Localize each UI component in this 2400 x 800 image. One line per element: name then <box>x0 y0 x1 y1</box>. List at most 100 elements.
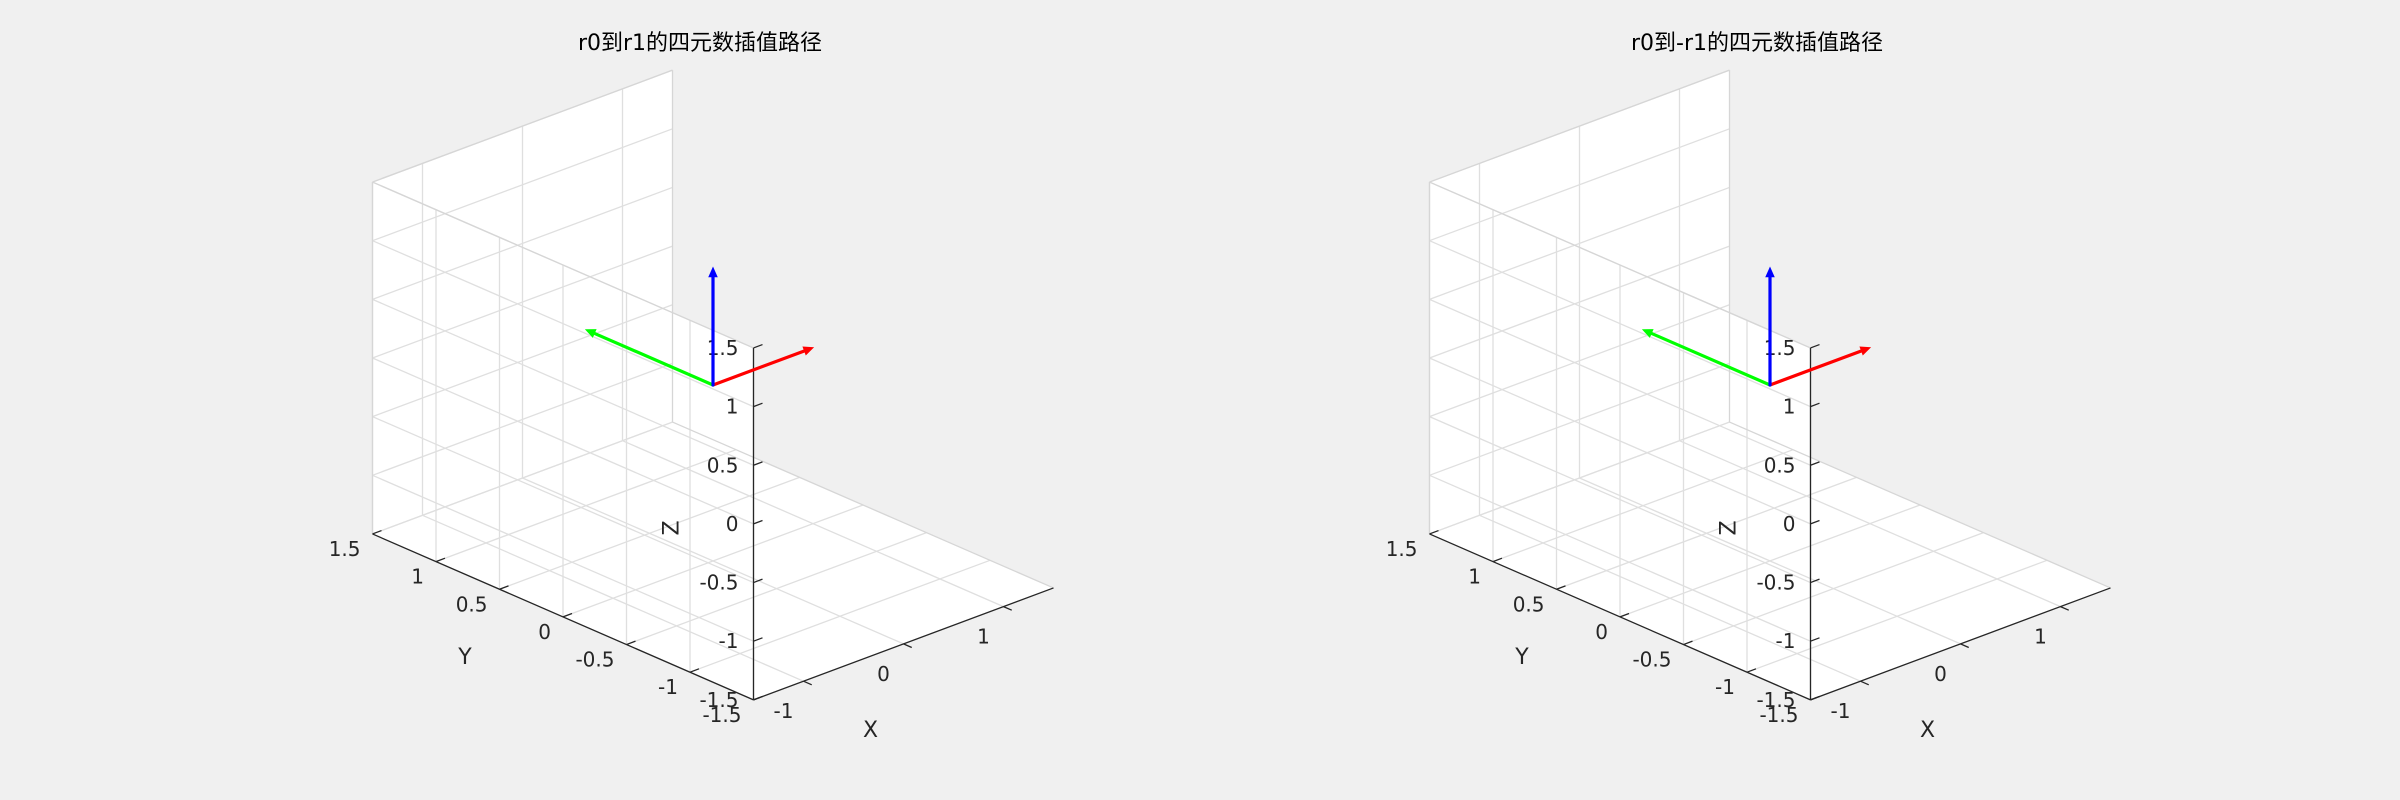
gridline <box>1429 474 1811 642</box>
z-tick-mark <box>1810 637 1820 642</box>
y-tick-mark <box>1746 668 1757 673</box>
gridline <box>1683 532 1984 646</box>
gridline <box>372 416 754 584</box>
y-tick-label: -0.5 <box>575 648 614 672</box>
z-tick-label: -0.5 <box>1756 571 1795 595</box>
y-tick-mark <box>1619 612 1630 618</box>
gridline <box>1556 476 1857 590</box>
y-tick-label: 0.5 <box>456 592 488 616</box>
gridline <box>499 476 800 590</box>
y-tick-label: -1.5 <box>702 703 741 727</box>
y-tick-label: -0.5 <box>1632 648 1671 672</box>
z-tick-mark <box>753 519 763 525</box>
gridline <box>435 449 737 563</box>
y-tick-mark <box>435 557 446 563</box>
y-tick-mark <box>626 640 636 646</box>
y-tick-mark <box>499 585 509 590</box>
gridline <box>372 128 673 242</box>
x-tick-label: 0 <box>1934 662 1947 686</box>
x-axis-head <box>802 346 815 356</box>
gridline <box>1746 559 2048 673</box>
box-edge <box>372 181 754 349</box>
gridline <box>372 421 673 535</box>
x-tick-mark <box>1003 606 1013 611</box>
gridline <box>1429 421 1730 535</box>
y-axis-head <box>1641 329 1654 338</box>
y-tick-label: 1 <box>1468 565 1481 589</box>
gridline <box>372 186 673 300</box>
gridline <box>1492 449 1794 563</box>
gridline <box>1619 504 1921 618</box>
z-tick-mark <box>753 402 763 408</box>
chart-right: -101-1.5-1-0.500.511.5-1.5-1-0.500.511.5… <box>1386 31 2111 743</box>
x-tick-mark <box>803 680 813 686</box>
z-tick-label: 0 <box>726 512 739 536</box>
x-tick-label: 1 <box>2034 625 2047 649</box>
z-tick-mark <box>753 343 763 349</box>
y-tick-mark <box>562 612 573 618</box>
gridline <box>1429 357 1811 525</box>
box-edge <box>1429 69 1730 183</box>
gridline <box>372 240 754 408</box>
y-tick-mark <box>1683 640 1693 646</box>
gridline <box>689 559 991 673</box>
y-tick-label: 1.5 <box>329 537 361 561</box>
y-tick-mark <box>372 529 382 535</box>
y-tick-mark <box>1556 585 1566 590</box>
gridline <box>372 245 673 359</box>
x-axis-shaft <box>711 349 807 387</box>
x-tick-label: -1 <box>774 699 794 723</box>
x-tick-mark <box>2060 606 2070 611</box>
gridline <box>626 532 927 646</box>
x-tick-label: 0 <box>877 662 890 686</box>
gridline <box>1429 362 1730 476</box>
gridline <box>562 504 864 618</box>
z-tick-label: 0 <box>1783 512 1796 536</box>
gridline <box>1429 128 1730 242</box>
z-tick-label: -0.5 <box>699 571 738 595</box>
x-axis-head <box>1859 346 1872 356</box>
z-axis-head <box>1765 266 1775 278</box>
gridline <box>1429 240 1811 408</box>
x-axis-label: X <box>1920 718 1935 743</box>
z-axis-head <box>708 266 718 278</box>
chart-left: -101-1.5-1-0.500.511.5-1.5-1-0.500.511.5… <box>329 31 1054 743</box>
gridline <box>372 474 754 642</box>
y-tick-label: 1 <box>411 565 424 589</box>
z-axis-arrow <box>1765 266 1775 387</box>
z-tick-label: 0.5 <box>707 453 739 477</box>
y-axis-arrow <box>584 329 715 387</box>
y-tick-label: -1.5 <box>1759 703 1798 727</box>
gridline <box>1429 245 1730 359</box>
box-edge <box>672 421 1054 589</box>
z-tick-mark <box>1810 578 1820 584</box>
y-tick-label: -1 <box>658 675 678 699</box>
x-axis-shaft <box>1768 349 1864 387</box>
z-tick-mark <box>753 695 763 701</box>
x-axis-arrow <box>711 346 815 387</box>
z-tick-label: 1 <box>1783 395 1796 419</box>
y-tick-mark <box>689 668 700 673</box>
y-tick-label: 0.5 <box>1513 592 1545 616</box>
y-axis-head <box>584 329 597 338</box>
z-tick-mark <box>1810 519 1820 525</box>
gridline <box>1429 416 1811 584</box>
z-tick-label: -1 <box>719 629 739 653</box>
y-axis-shaft <box>1649 331 1772 387</box>
y-axis-shaft <box>592 331 715 387</box>
box-edge <box>1429 181 1811 349</box>
z-tick-label: -1 <box>1776 629 1796 653</box>
z-tick-label: 0.5 <box>1764 453 1796 477</box>
gridline <box>1429 304 1730 418</box>
gridline <box>372 357 754 525</box>
z-tick-mark <box>753 578 763 584</box>
x-tick-mark <box>903 643 913 649</box>
z-tick-label: 1 <box>726 395 739 419</box>
y-tick-label: 0 <box>1595 620 1608 644</box>
z-axis-label: Z <box>660 520 685 535</box>
z-tick-mark <box>1810 402 1820 408</box>
y-tick-mark <box>1429 529 1439 535</box>
y-tick-label: 1.5 <box>1386 537 1418 561</box>
box-edge <box>1729 421 2111 589</box>
